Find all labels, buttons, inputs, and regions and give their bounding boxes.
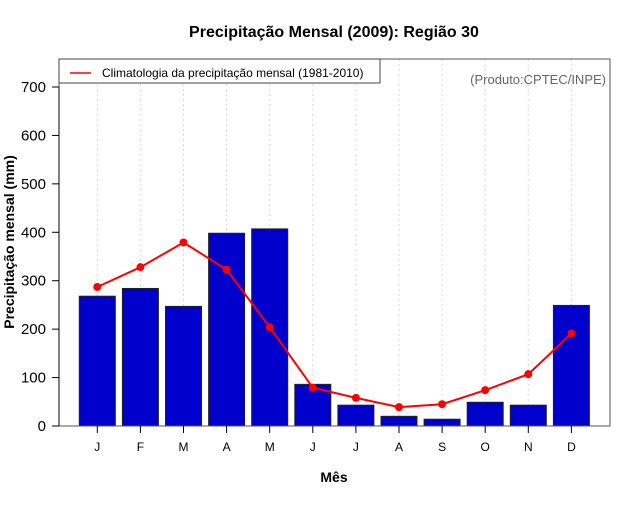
- x-tick-label: J: [353, 440, 359, 454]
- bar-8: [380, 415, 418, 427]
- climatology-point-7: [351, 393, 360, 402]
- bar-12: [552, 304, 590, 427]
- x-tick-label: D: [567, 440, 576, 454]
- y-tick-label: 500: [21, 176, 46, 193]
- legend: Climatologia da precipitação mensal (198…: [58, 58, 381, 84]
- x-tick-label: S: [438, 440, 446, 454]
- y-tick-label: 600: [21, 127, 46, 144]
- credit-annotation: (Produto:CPTEC/INPE): [470, 72, 606, 87]
- bar-11: [509, 404, 547, 427]
- climatology-point-12: [567, 329, 576, 338]
- y-tick-label: 100: [21, 370, 46, 387]
- y-tick-label: 700: [21, 79, 46, 96]
- legend-box: [58, 58, 381, 84]
- climatology-point-6: [308, 383, 317, 392]
- x-tick-label: A: [223, 440, 231, 454]
- climatology-line-group: [93, 238, 576, 412]
- climatology-point-4: [222, 265, 231, 274]
- climatology-point-10: [481, 386, 490, 395]
- climatology-point-1: [93, 283, 102, 292]
- climatology-point-2: [136, 263, 145, 272]
- bar-9: [423, 418, 461, 427]
- y-axis: 0 100 200 300 400 500 600 700: [21, 79, 60, 435]
- y-axis-label: Precipitação mensal (mm): [1, 155, 17, 329]
- x-tick-label: N: [524, 440, 533, 454]
- climatology-point-9: [438, 400, 447, 409]
- x-tick-label: M: [265, 440, 275, 454]
- y-tick-label: 300: [21, 273, 46, 290]
- bar-4: [208, 232, 246, 427]
- x-tick-label: J: [310, 440, 316, 454]
- climatology-point-8: [395, 403, 403, 412]
- climatology-line: [96, 241, 573, 409]
- y-tick-label: 0: [38, 418, 46, 435]
- bars: [78, 228, 590, 427]
- bar-10: [466, 401, 504, 427]
- climatology-point-11: [524, 370, 533, 379]
- x-tick-label: O: [481, 440, 490, 454]
- x-tick-label: M: [179, 440, 189, 454]
- x-tick-label: F: [137, 440, 144, 454]
- x-axis-label: Mês: [320, 469, 347, 485]
- bar-2: [121, 287, 159, 427]
- x-tick-label: J: [94, 440, 100, 454]
- climatology-point-5: [265, 323, 274, 332]
- bar-7: [337, 404, 375, 427]
- y-tick-label: 400: [21, 224, 46, 241]
- legend-entry: Climatologia da precipitação mensal (198…: [102, 66, 363, 80]
- bar-3: [165, 305, 202, 427]
- chart-title: Precipitação Mensal (2009): Região 30: [189, 24, 479, 41]
- y-tick-label: 200: [21, 321, 46, 338]
- climatology-point-3: [179, 238, 188, 247]
- x-tick-label: A: [395, 440, 403, 454]
- bar-1: [78, 295, 116, 427]
